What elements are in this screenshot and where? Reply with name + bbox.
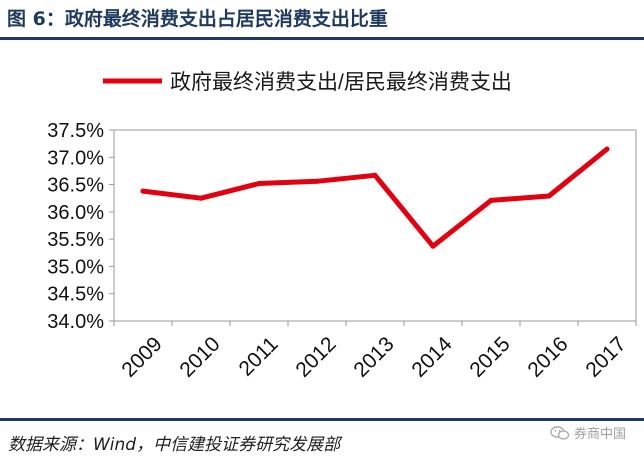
wechat-icon xyxy=(550,425,570,440)
data-point xyxy=(314,178,320,184)
x-tick-label: 2010 xyxy=(175,332,224,381)
top-divider xyxy=(0,37,644,40)
series-line xyxy=(140,146,610,249)
source-note: 数据来源：Wind，中信建投证券研究发展部 xyxy=(8,435,341,455)
y-tick-label: 36.0% xyxy=(47,202,104,224)
x-tick-label: 2016 xyxy=(523,332,572,381)
line-chart: 政府最终消费支出/居民最终消费支出 34.0% 34.5% 35.0% 35.5% 36… xyxy=(47,71,637,382)
data-point xyxy=(140,188,146,194)
y-tick-label: 37.5% xyxy=(47,120,104,142)
x-tick-label: 2017 xyxy=(581,332,630,381)
x-axis-ticks: 2009 2010 2011 2012 2013 2014 2015 2016 2017 xyxy=(113,321,637,382)
watermark: 券商中国 xyxy=(550,423,626,442)
y-tick-label: 35.0% xyxy=(47,256,104,278)
x-tick-label: 2009 xyxy=(117,332,166,381)
footer: 数据来源：Wind，中信建投证券研究发展部 券商中国 xyxy=(0,421,644,458)
series-layer xyxy=(140,146,610,249)
plot-frame xyxy=(113,129,637,322)
header: 图 6：政府最终消费支出占居民消费支出比重 xyxy=(0,0,644,38)
x-tick-label: 2011 xyxy=(235,332,283,380)
y-tick-label: 37.0% xyxy=(47,147,104,169)
plot-border xyxy=(113,129,637,322)
data-point xyxy=(372,172,378,178)
data-point xyxy=(256,180,262,186)
data-point xyxy=(488,197,494,203)
data-point xyxy=(546,193,552,199)
data-point xyxy=(430,243,436,249)
y-tick-label: 35.5% xyxy=(47,229,104,251)
watermark-text: 券商中国 xyxy=(573,427,626,442)
figure-title: 图 6：政府最终消费支出占居民消费支出比重 xyxy=(7,8,388,30)
y-axis-ticks: 34.0% 34.5% 35.0% 35.5% 36.0% 36.5% 37.0% 37.5% xyxy=(47,120,114,333)
legend-label: 政府最终消费支出/居民最终消费支出 xyxy=(170,71,512,94)
x-tick-label: 2015 xyxy=(465,332,514,381)
data-point xyxy=(198,195,204,201)
y-tick-label: 34.0% xyxy=(47,311,104,333)
x-tick-label: 2013 xyxy=(349,332,398,381)
legend: 政府最终消费支出/居民最终消费支出 xyxy=(103,71,512,94)
x-tick-label: 2012 xyxy=(291,332,340,381)
y-tick-label: 36.5% xyxy=(47,175,104,197)
bottom-divider xyxy=(0,418,644,421)
x-tick-label: 2014 xyxy=(407,332,457,382)
y-tick-label: 34.5% xyxy=(47,284,104,306)
data-point xyxy=(604,146,610,152)
